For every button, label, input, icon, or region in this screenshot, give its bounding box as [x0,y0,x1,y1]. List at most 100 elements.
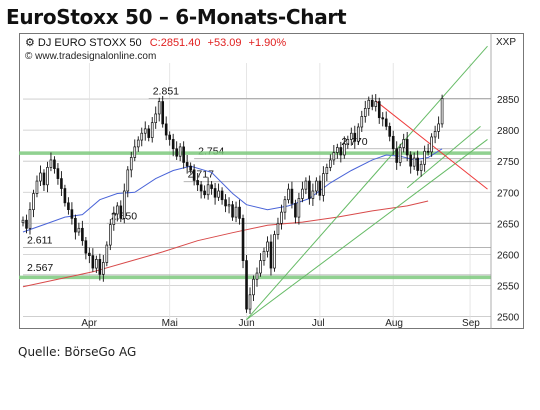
candle-body [353,132,357,142]
reference-label: 2.567 [27,262,53,274]
candle-body [171,139,175,150]
candle-body [140,132,144,141]
page-title: EuroStoxx 50 – 6-Monats-Chart [6,5,347,29]
chart-header: ⚙ DJ EURO STOXX 50 C:2851.40 +53.09 +1.9… [25,37,516,62]
candle-body [227,204,231,207]
candle-body [74,218,77,233]
candle-body [28,209,32,229]
candle-body [374,101,378,107]
candle-body [311,190,315,199]
candle-body [409,154,412,167]
candle-body [336,147,339,153]
candle-body [84,240,88,254]
candle-body [63,188,67,204]
candle-body [133,146,137,158]
candle-body [308,180,311,199]
candle-body [56,168,60,179]
candle-body [213,188,217,198]
candle-body [206,184,210,196]
close-value: C:2851.40 [150,37,201,49]
candle-body [301,188,304,199]
candle-body [32,193,35,211]
candle-body [304,180,308,190]
candle-body [129,157,133,171]
candle-body [238,206,241,219]
candle-body [402,139,405,148]
settings-icon: ⚙ [25,37,38,49]
y-tick-label: 2850 [497,95,520,106]
candle-body [119,205,123,219]
candle-body [294,203,297,218]
candle-body [315,180,318,192]
candle-body [412,157,416,167]
y-tick-label: 2550 [497,281,520,292]
candle-body [245,260,248,310]
candle-body [67,202,70,211]
candle-body [203,190,206,196]
candle-body [196,180,199,186]
candle-body [360,116,364,128]
candle-body [377,101,381,119]
candle-body [81,227,84,242]
candle-body [363,108,367,117]
website-label: © www.tradesignalonline.com [25,51,156,62]
candle-body [405,139,409,156]
candle-body [276,222,280,235]
candle-body [356,126,360,142]
candle-body [430,136,433,153]
uptrend-line [246,139,488,321]
candle-body [349,132,353,140]
reference-label: 2.717 [188,169,214,181]
candle-body [175,148,178,157]
candle-body [266,241,269,252]
candle-body [154,113,158,124]
change-percent: +1.90% [249,37,287,49]
candle-body [143,128,147,134]
candle-body [105,244,109,263]
instrument-label: ⚙ DJ EURO STOXX 50 C:2851.40 +53.09 +1.9… [25,37,286,49]
candle-body [21,219,25,224]
candle-body [273,234,276,269]
candle-body [395,148,399,163]
candle-body [126,169,130,192]
candle-body [297,198,301,218]
candle-body [252,278,255,296]
candle-body [423,150,426,165]
y-axis-title: XXP [496,37,516,48]
y-tick-label: 2500 [497,313,520,324]
candle-body [112,213,116,225]
candle-body [98,259,102,275]
candle-body [199,184,203,192]
sma-short-line [22,148,443,233]
candle-body [217,190,220,198]
candle-body [109,224,112,246]
candle-body [220,190,224,201]
candle-body [150,122,154,138]
x-tick-label: Jun [239,318,255,329]
candle-body [91,255,95,269]
y-tick-label: 2700 [497,188,520,199]
candle-body [70,209,74,219]
uptrend-line [406,126,481,189]
candle-body [262,250,266,261]
candle-body [164,123,168,136]
y-tick-label: 2800 [497,126,520,137]
candle-body [136,139,140,148]
candle-body [419,163,423,171]
candle-body [122,190,126,219]
candle-body [231,204,234,218]
candle-body [391,135,395,150]
chart-frame [19,33,524,329]
candle-body [210,184,213,189]
x-tick-label: Jul [312,318,325,329]
candle-body [384,118,388,127]
candle-body [39,172,42,182]
x-tick-label: Aug [385,318,403,329]
y-tick-label: 2600 [497,250,520,261]
candle-body [416,157,419,171]
candle-body [283,199,287,213]
candle-body [332,152,336,161]
candle-body [241,218,245,261]
support-lines [19,151,491,280]
